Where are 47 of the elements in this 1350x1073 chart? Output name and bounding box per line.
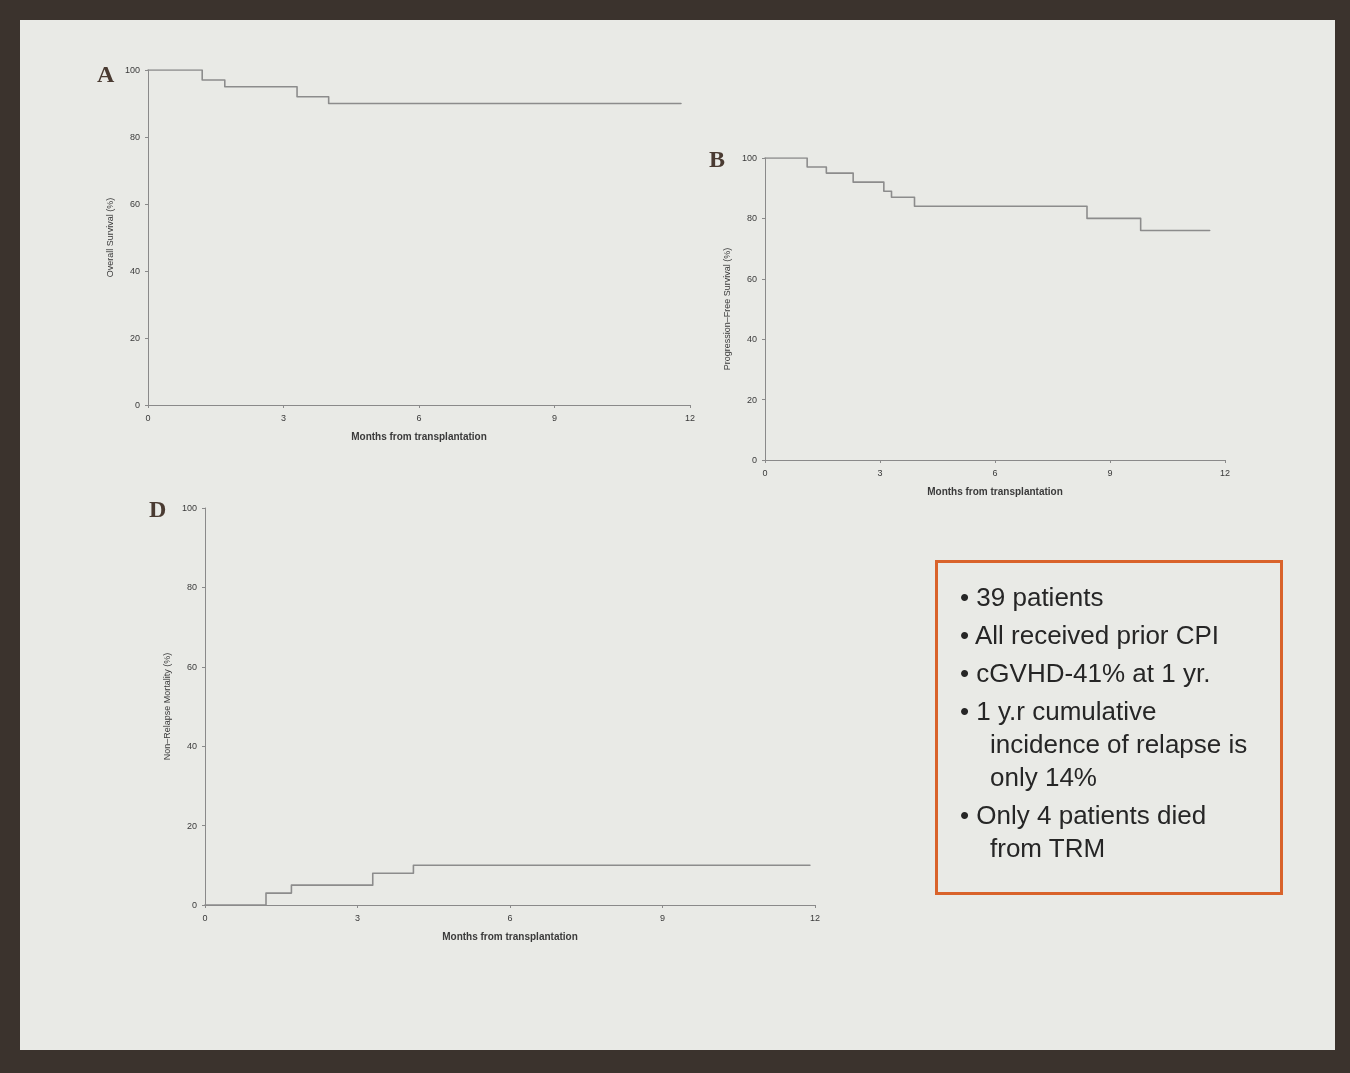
x-tick-label: 12	[1219, 467, 1231, 478]
x-tick-label: 0	[202, 912, 208, 923]
x-tick-label: 12	[684, 412, 696, 423]
y-tick-label: 100	[181, 503, 197, 513]
y-tick-label: 20	[129, 333, 140, 343]
y-tick-label: 40	[746, 334, 757, 345]
x-axis-title: Months from transplantation	[442, 930, 578, 942]
text: • cGVHD-41% at 1 yr.	[959, 657, 1212, 690]
y-tick-label: 80	[186, 582, 197, 593]
x-axis-title: Months from transplantation	[351, 430, 487, 442]
text: • 39 patients	[959, 581, 1105, 614]
y-tick-label: 20	[746, 394, 757, 405]
y-tick-label: 80	[746, 213, 757, 224]
y-tick-label: 40	[129, 266, 140, 276]
y-tick-label: 0	[191, 900, 197, 910]
x-tick-label: 9	[1107, 467, 1113, 478]
x-tick-label: 3	[280, 412, 287, 423]
chart-title: D	[149, 496, 167, 522]
x-tick-label: 0	[762, 467, 768, 478]
y-tick-label: 0	[134, 400, 140, 410]
chart-title: A	[97, 61, 115, 87]
x-tick-label: 6	[507, 912, 513, 923]
x-axis-title: Months from transplantation	[927, 485, 1063, 497]
x-tick-label: 12	[809, 912, 821, 923]
y-tick-label: 100	[124, 65, 140, 75]
x-tick-label: 9	[659, 912, 666, 923]
y-tick-label: 20	[186, 820, 197, 831]
y-tick-label: 40	[186, 741, 197, 752]
y-axis-title: Progression–Free Survival (%)	[721, 247, 732, 371]
x-tick-label: 6	[416, 412, 422, 423]
y-tick-label: 60	[129, 199, 140, 209]
chart-title: B	[709, 146, 726, 172]
y-tick-label: 0	[751, 455, 757, 465]
y-axis-title: Overall Survival (%)	[104, 197, 115, 278]
y-tick-label: 60	[746, 273, 757, 284]
x-tick-label: 3	[354, 912, 361, 923]
y-tick-label: 80	[129, 132, 140, 142]
y-axis-title: Non–Relapse Mortality (%)	[161, 652, 172, 761]
x-tick-label: 3	[877, 467, 883, 478]
text: • 1 y.r cumulative incidence of relapse is only 14%	[959, 695, 1249, 794]
y-tick-label: 100	[741, 153, 757, 163]
x-tick-label: 6	[992, 467, 998, 478]
text: • All received prior CPI	[959, 619, 1221, 652]
x-tick-label: 0	[145, 412, 151, 423]
x-tick-label: 9	[551, 412, 558, 423]
y-tick-label: 60	[186, 661, 197, 672]
text: • Only 4 patients died from TRM	[959, 799, 1208, 865]
